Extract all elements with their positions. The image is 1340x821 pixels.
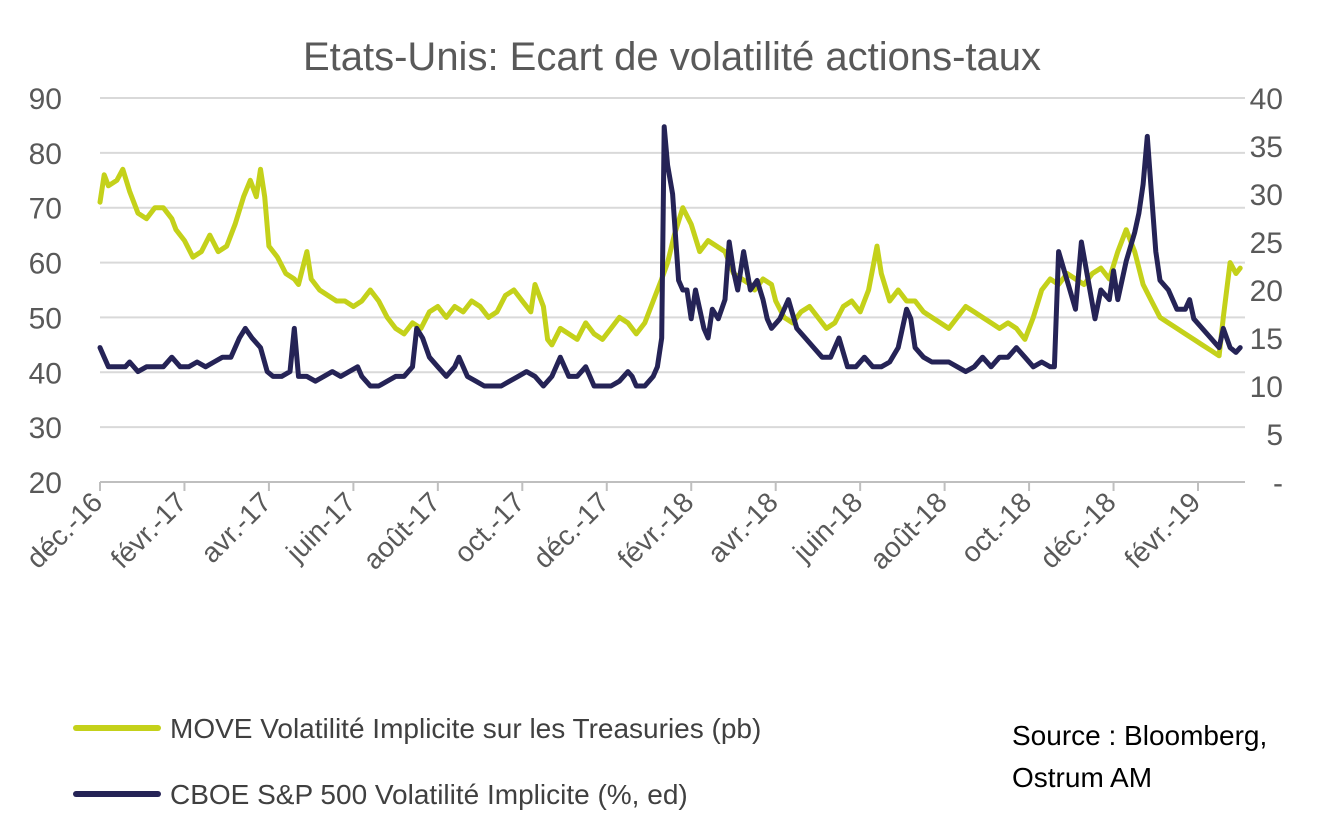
- right-tick-label: 5: [1266, 419, 1283, 452]
- x-tick-label: avr.-18: [701, 486, 783, 568]
- right-tick-label: 40: [1250, 83, 1283, 116]
- right-tick-label: 35: [1250, 131, 1283, 164]
- right-tick-label: 20: [1250, 275, 1283, 308]
- x-tick-label: juin-18: [786, 486, 868, 568]
- x-tick-label: août-18: [864, 486, 953, 575]
- series-layer: [97, 124, 1243, 389]
- x-tick-label: oct.-18: [955, 486, 1037, 568]
- left-tick-label: 70: [29, 193, 62, 226]
- x-tick-label: févr.-18: [612, 486, 700, 574]
- right-tick-label: 10: [1250, 371, 1283, 404]
- legend-label: MOVE Volatilité Implicite sur les Treasu…: [170, 713, 761, 744]
- left-tick-label: 40: [29, 357, 62, 390]
- x-tick-label: juin-17: [280, 486, 362, 568]
- chart-title: Etats-Unis: Ecart de volatilité actions-…: [303, 35, 1041, 79]
- right-axis-ticks: - 5 10 15 20 25 30 35 40: [1250, 83, 1283, 500]
- right-tick-label: 30: [1250, 179, 1283, 212]
- x-tick-label: févr.-17: [105, 486, 193, 574]
- left-tick-label: 50: [29, 302, 62, 335]
- right-tick-label: -: [1273, 467, 1283, 500]
- left-axis-ticks: 20 30 40 50 60 70 80 90: [29, 83, 62, 500]
- x-tick-label: févr.-19: [1118, 486, 1206, 574]
- x-tick-label: avr.-17: [195, 486, 277, 568]
- right-tick-label: 25: [1250, 227, 1283, 260]
- left-tick-label: 30: [29, 412, 62, 445]
- x-tick-label: déc.-17: [527, 486, 615, 574]
- left-tick-label: 20: [29, 467, 62, 500]
- left-tick-label: 60: [29, 248, 62, 281]
- x-tick-label: oct.-17: [448, 486, 530, 568]
- right-tick-label: 15: [1250, 323, 1283, 356]
- legend: MOVE Volatilité Implicite sur les Treasu…: [73, 713, 761, 810]
- left-tick-label: 90: [29, 83, 62, 116]
- left-tick-label: 80: [29, 138, 62, 171]
- legend-label: CBOE S&P 500 Volatilité Implicite (%, ed…: [170, 779, 688, 810]
- vix-series-line: [97, 124, 1243, 389]
- x-tick-label: déc.-18: [1034, 486, 1122, 574]
- x-tick-label: août-17: [357, 486, 446, 575]
- move-series-line: [97, 166, 1243, 359]
- source-note: Source : Bloomberg, Ostrum AM: [1012, 720, 1268, 793]
